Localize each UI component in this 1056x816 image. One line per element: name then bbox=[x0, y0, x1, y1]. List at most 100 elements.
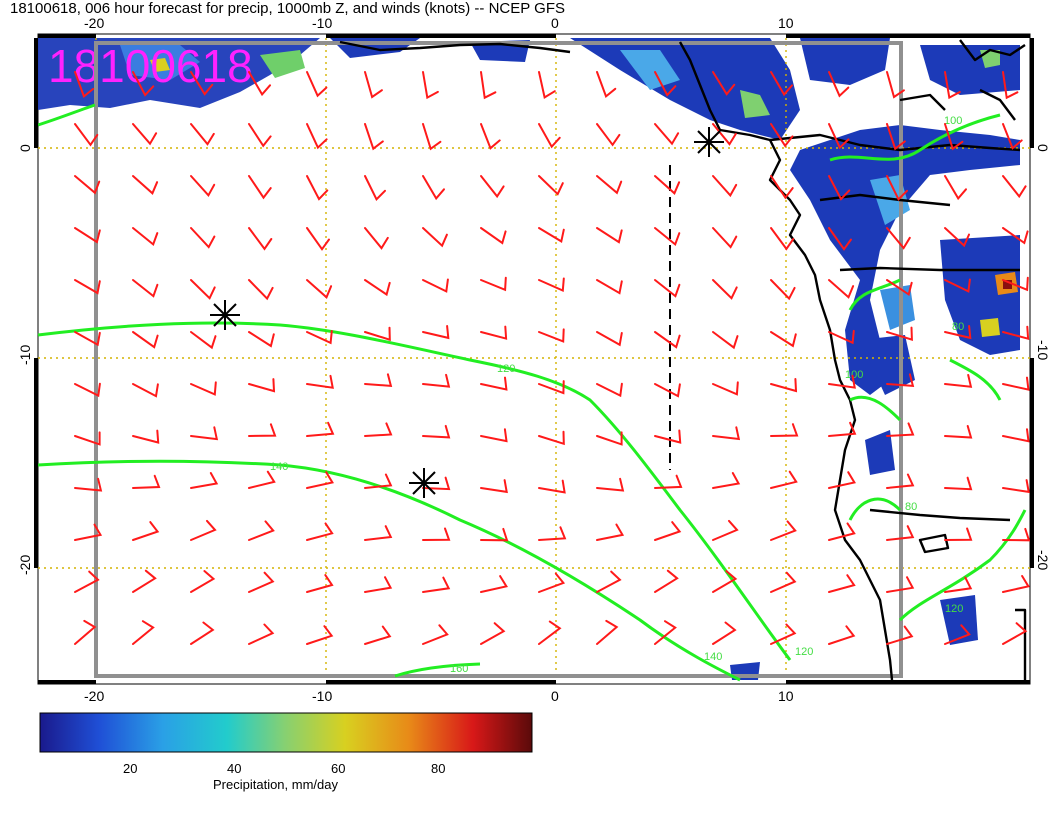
wind-barb bbox=[74, 71, 95, 99]
wind-barb bbox=[190, 621, 215, 645]
wind-barb bbox=[654, 383, 681, 398]
wind-barb bbox=[1002, 276, 1029, 292]
wind-barb bbox=[828, 625, 856, 645]
wind-barb bbox=[944, 425, 973, 439]
wind-barb bbox=[654, 175, 681, 195]
wind-barb bbox=[770, 470, 798, 489]
wind-barb bbox=[944, 227, 970, 248]
wind-barb bbox=[828, 123, 850, 150]
wind-barb bbox=[190, 227, 216, 249]
wind-barb bbox=[132, 331, 159, 349]
wind-barb bbox=[364, 123, 384, 151]
wind-barb bbox=[190, 71, 214, 96]
wind-barb bbox=[248, 175, 272, 200]
wind-barb bbox=[422, 424, 451, 439]
colorbar-tick: 60 bbox=[331, 761, 345, 776]
wind-barb bbox=[480, 71, 497, 100]
contour-label: 100 bbox=[845, 369, 863, 381]
wind-barb bbox=[770, 520, 797, 541]
wind-barb bbox=[538, 380, 565, 395]
contour-label: 140 bbox=[270, 461, 288, 473]
wind-barb bbox=[596, 175, 623, 195]
wind-barb bbox=[132, 123, 158, 146]
wind-barb bbox=[886, 279, 913, 297]
wind-barb bbox=[306, 175, 329, 201]
wind-barb bbox=[1002, 71, 1019, 100]
wind-barb bbox=[712, 123, 737, 146]
bottom-tick-label: -10 bbox=[312, 688, 332, 704]
wind-barb bbox=[306, 71, 328, 98]
wind-barbs bbox=[74, 71, 1031, 645]
wind-barb bbox=[248, 378, 276, 393]
date-stamp: 18100618 bbox=[48, 40, 253, 92]
wind-barb bbox=[306, 227, 330, 251]
wind-barb bbox=[480, 227, 507, 245]
wind-barb bbox=[364, 625, 392, 645]
contour-label: 120 bbox=[795, 646, 813, 658]
wind-barb bbox=[190, 381, 217, 396]
wind-barb bbox=[886, 71, 905, 99]
wind-barb bbox=[74, 382, 101, 398]
wind-barb bbox=[306, 421, 335, 437]
contour-label: 120 bbox=[945, 603, 963, 615]
wind-barb bbox=[828, 227, 852, 251]
wind-barb bbox=[480, 175, 505, 199]
wind-barb bbox=[132, 429, 160, 444]
wind-barb bbox=[480, 123, 501, 150]
wind-barb bbox=[538, 123, 561, 149]
wind-barb bbox=[306, 330, 333, 345]
wind-barb bbox=[538, 277, 565, 292]
wind-barb bbox=[306, 374, 334, 389]
wind-barb bbox=[886, 625, 914, 645]
wind-barb bbox=[654, 429, 682, 444]
wind-barb bbox=[422, 123, 442, 151]
wind-barb bbox=[364, 227, 389, 250]
wind-barb bbox=[596, 331, 623, 347]
wind-barb bbox=[886, 227, 911, 250]
wind-barb bbox=[712, 621, 737, 645]
wind-barb bbox=[886, 373, 915, 387]
wind-barb bbox=[944, 576, 973, 593]
wind-barb bbox=[480, 622, 506, 645]
wind-barb bbox=[74, 123, 99, 147]
bottom-tick-label: 0 bbox=[551, 688, 559, 704]
wind-barb bbox=[828, 175, 851, 201]
wind-barb bbox=[74, 619, 97, 645]
wind-barb bbox=[886, 422, 915, 437]
wind-barb bbox=[248, 331, 275, 348]
wind-barb bbox=[538, 328, 565, 343]
wind-barb bbox=[248, 279, 274, 301]
wind-barb bbox=[538, 175, 564, 196]
wind-barb bbox=[364, 473, 393, 489]
wind-barb bbox=[944, 624, 971, 645]
wind-barb bbox=[886, 123, 906, 151]
wind-barb bbox=[422, 527, 451, 541]
top-tick-label: -20 bbox=[84, 15, 104, 31]
wind-barb bbox=[74, 570, 100, 593]
wind-barb bbox=[422, 71, 439, 100]
contour-label: 100 bbox=[944, 115, 962, 127]
wind-barb bbox=[480, 527, 509, 542]
wind-barb bbox=[132, 175, 159, 195]
wind-barb bbox=[712, 570, 738, 593]
wind-barb bbox=[654, 123, 680, 146]
wind-barb bbox=[248, 423, 277, 437]
wind-barb bbox=[770, 175, 794, 200]
wind-barb bbox=[596, 619, 619, 645]
wind-barb bbox=[248, 520, 275, 541]
wind-barb bbox=[364, 279, 391, 297]
wind-barb bbox=[132, 227, 159, 247]
top-tick-label: -10 bbox=[312, 15, 332, 31]
wind-barb bbox=[248, 623, 275, 645]
wind-barb bbox=[1002, 227, 1029, 245]
wind-barb bbox=[364, 525, 393, 541]
wind-barb bbox=[770, 279, 796, 301]
wind-barb bbox=[654, 620, 677, 645]
wind-barb bbox=[422, 278, 449, 293]
wind-barb bbox=[770, 571, 797, 593]
wind-barb bbox=[828, 522, 856, 541]
wind-barb bbox=[74, 175, 101, 195]
wind-barb bbox=[712, 426, 741, 441]
coastline bbox=[339, 39, 1027, 681]
wind-barb bbox=[1002, 376, 1030, 391]
